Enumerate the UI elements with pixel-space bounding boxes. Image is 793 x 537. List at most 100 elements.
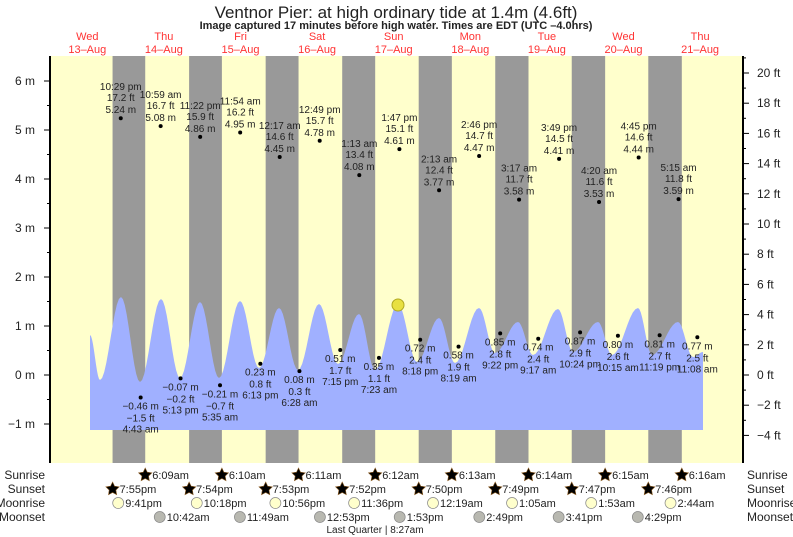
high-tide-ft: 15.7 ft [306,116,334,127]
sunrise-time: 6:09am [152,470,189,482]
day-label-date: 19–Aug [528,44,566,56]
moonrise-moon-icon [190,497,203,509]
moonset-moon-icon [234,511,246,523]
right-tick-label: 2 ft [757,338,774,352]
moonset-time: 11:49am [247,512,289,524]
moonrise-time: 1:05am [519,498,556,510]
moonrise-moon-icon [348,497,360,509]
low-tide-ft: 1.7 ft [329,366,351,377]
moonrise-moon-icon [427,497,439,509]
high-tide-m: 5.24 m [105,105,136,116]
high-tide-time: 10:59 am [140,90,182,101]
low-tide-m: −0.21 m [202,389,238,400]
high-tide-point [238,130,243,135]
sunrise-star-icon [367,467,383,482]
low-tide-time: 10:15 am [597,363,639,374]
low-tide-time: 9:17 am [520,366,556,377]
high-tide-point [277,154,282,159]
high-tide-time: 1:47 pm [381,113,417,124]
sunset-time: 7:50pm [426,484,463,496]
moonrise-time: 11:36pm [361,498,403,510]
low-tide-point [498,331,503,336]
sunset-star-icon [640,481,656,496]
day-label-dow: Tue [538,31,557,43]
moonset-moon-icon [552,511,565,523]
moonset-row-label-right: Moonset [747,510,793,524]
high-tide-point [118,116,123,121]
high-tide-time: 2:13 am [421,154,457,165]
low-tide-point [178,376,183,381]
high-tide-ft: 13.4 ft [345,150,373,161]
moonset-moon-icon [393,511,406,523]
low-tide-time: 7:15 pm [322,377,358,388]
day-label-dow: Thu [691,31,710,43]
high-tide-time: 1:13 am [341,139,377,150]
high-tide-ft: 12.4 ft [425,165,453,176]
moonrise-time: 9:41pm [125,498,162,510]
sunset-row-label-left: Sunset [8,482,46,496]
low-tide-ft: 2.9 ft [569,348,591,359]
sunset-star-icon [564,481,580,496]
sunrise-star-icon [674,467,690,482]
right-tick-label: 12 ft [757,187,781,201]
day-label-dow: Wed [76,31,98,43]
low-tide-m: 0.23 m [245,368,276,379]
chart-subtitle: Image captured 17 minutes before high wa… [200,20,593,32]
high-tide-point [158,124,163,129]
high-tide-ft: 15.1 ft [385,124,413,135]
high-tide-m: 3.59 m [663,186,694,197]
high-tide-time: 10:29 pm [100,82,142,93]
day-label-dow: Sat [309,31,326,43]
day-label-date: 14–Aug [145,44,183,56]
moonrise-moon-icon [506,497,518,509]
sunrise-time: 6:15am [612,470,649,482]
high-tide-ft: 14.5 ft [545,134,573,145]
low-tide-point [258,361,263,366]
low-tide-ft: −0.2 ft [167,394,195,405]
current-tide-marker [391,298,405,312]
low-tide-point [418,337,423,342]
sunrise-time: 6:14am [535,470,572,482]
high-tide-time: 11:22 pm [180,101,221,112]
day-label-dow: Mon [460,31,481,43]
low-tide-time: 5:13 pm [162,405,198,416]
right-tick-label: −2 ft [757,398,781,412]
moonset-time: 1:53pm [407,512,444,524]
day-label-dow: Wed [612,31,634,43]
right-tick-label: 14 ft [757,157,781,171]
high-tide-ft: 14.6 ft [266,132,294,143]
moonrise-time: 1:53am [598,498,635,510]
low-tide-point [218,383,223,388]
sunset-time: 7:55pm [120,484,157,496]
right-tick-label: 6 ft [757,277,774,291]
sunrise-time: 6:10am [229,470,266,482]
high-tide-m: 4.44 m [623,144,654,155]
low-tide-time: 8:19 am [440,374,476,385]
right-tick-label: −4 ft [757,428,781,442]
high-tide-time: 3:17 am [501,164,537,175]
high-tide-m: 4.61 m [384,136,415,147]
low-tide-ft: 2.7 ft [648,351,670,362]
low-tide-point [615,333,620,338]
high-tide-ft: 11.6 ft [585,177,612,188]
left-tick-label: 2 m [15,270,35,284]
high-tide-point [676,197,681,202]
high-tide-ft: 17.2 ft [107,93,135,104]
low-tide-ft: −1.5 ft [127,414,155,425]
day-label-dow: Sun [384,31,404,43]
high-tide-point [636,155,641,160]
day-label-date: 16–Aug [298,44,336,56]
high-tide-ft: 16.7 ft [147,101,175,112]
high-tide-point [437,188,442,193]
high-tide-time: 12:49 pm [299,105,341,116]
high-tide-m: 4.78 m [304,128,335,139]
right-tick-label: 8 ft [757,247,774,261]
moonset-moon-icon [314,511,326,523]
sunrise-row-label-right: Sunrise [747,468,788,482]
high-tide-ft: 11.8 ft [665,174,692,185]
low-tide-m: 0.87 m [565,336,596,347]
low-tide-ft: 0.3 ft [288,387,310,398]
moonrise-moon-icon [664,497,677,509]
sunset-star-icon [181,481,197,496]
